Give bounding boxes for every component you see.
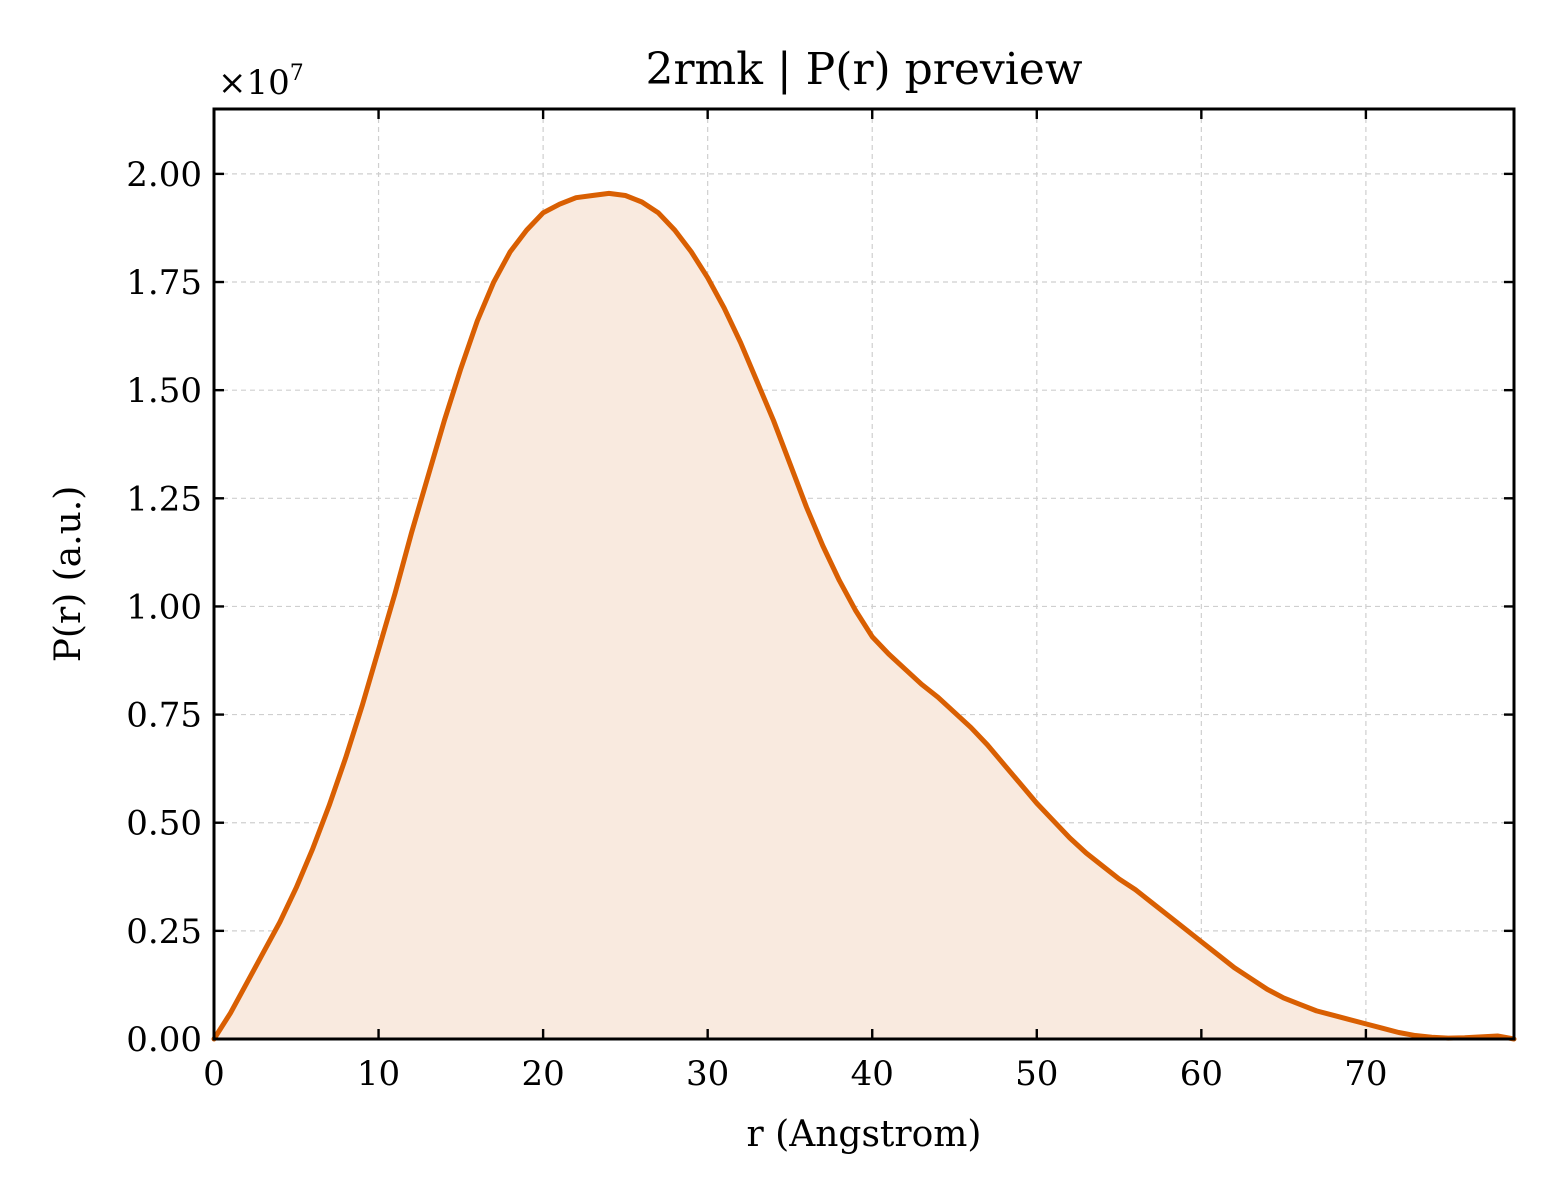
- x-tick-label-6: 60: [1180, 1054, 1223, 1094]
- series-line: [211, 190, 1517, 1042]
- y-tick-label-5: 1.25: [126, 479, 202, 519]
- area-fill: [214, 193, 1514, 1040]
- y-axis-label: P(r) (a.u.): [48, 486, 89, 663]
- y-multiplier: ×107: [218, 61, 304, 103]
- x-tick-label-5: 50: [1015, 1054, 1058, 1094]
- plot-frame: [212, 107, 1516, 1041]
- y-tick-label-7: 1.75: [126, 263, 202, 303]
- y-tick-label-0: 0.00: [126, 1020, 202, 1060]
- y-tick-label-2: 0.50: [126, 804, 202, 844]
- chart-title: 2rmk | P(r) preview: [645, 44, 1082, 95]
- x-tick-label-7: 70: [1344, 1054, 1387, 1094]
- x-tick-label-2: 20: [521, 1054, 564, 1094]
- line-layer: [211, 190, 1517, 1042]
- area-fill-layer: [214, 193, 1514, 1040]
- y-tick-label-1: 0.25: [126, 912, 202, 952]
- y-tick-label-4: 1.00: [126, 587, 202, 627]
- axes-frame: [212, 107, 1516, 1041]
- y-multiplier-base: ×10: [218, 63, 290, 103]
- y-tick-label-6: 1.50: [126, 371, 202, 411]
- x-tick-label-1: 10: [357, 1054, 400, 1094]
- x-tick-label-0: 0: [203, 1054, 225, 1094]
- x-tick-label-4: 40: [851, 1054, 894, 1094]
- x-axis-label: r (Angstrom): [747, 1114, 982, 1155]
- ticks: 0 10 20 30 40 50 60 70 0.00 0.25 0.50 0.75 1.00 1.25 1…: [126, 109, 1514, 1094]
- x-tick-label-3: 30: [686, 1054, 729, 1094]
- y-tick-label-8: 2.00: [126, 155, 202, 195]
- y-multiplier-exponent: 7: [290, 61, 304, 86]
- y-tick-label-3: 0.75: [126, 696, 202, 736]
